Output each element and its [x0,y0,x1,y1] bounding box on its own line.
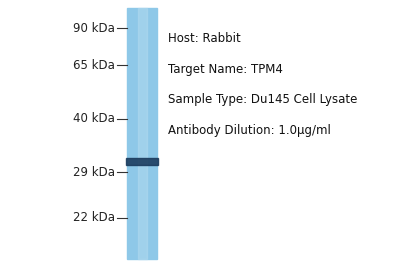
Text: 40 kDa: 40 kDa [73,112,115,125]
Text: Antibody Dilution: 1.0µg/ml: Antibody Dilution: 1.0µg/ml [168,124,331,137]
Text: 22 kDa: 22 kDa [73,211,115,224]
Bar [126,158,158,165]
Text: 29 kDa: 29 kDa [73,166,115,179]
Bar [138,8,146,259]
Text: Target Name: TPM4: Target Name: TPM4 [168,63,283,76]
Text: 90 kDa: 90 kDa [73,22,115,34]
Bar [127,8,157,259]
Text: 65 kDa: 65 kDa [73,59,115,72]
Text: Host: Rabbit: Host: Rabbit [168,32,241,45]
Text: Sample Type: Du145 Cell Lysate: Sample Type: Du145 Cell Lysate [168,93,357,107]
